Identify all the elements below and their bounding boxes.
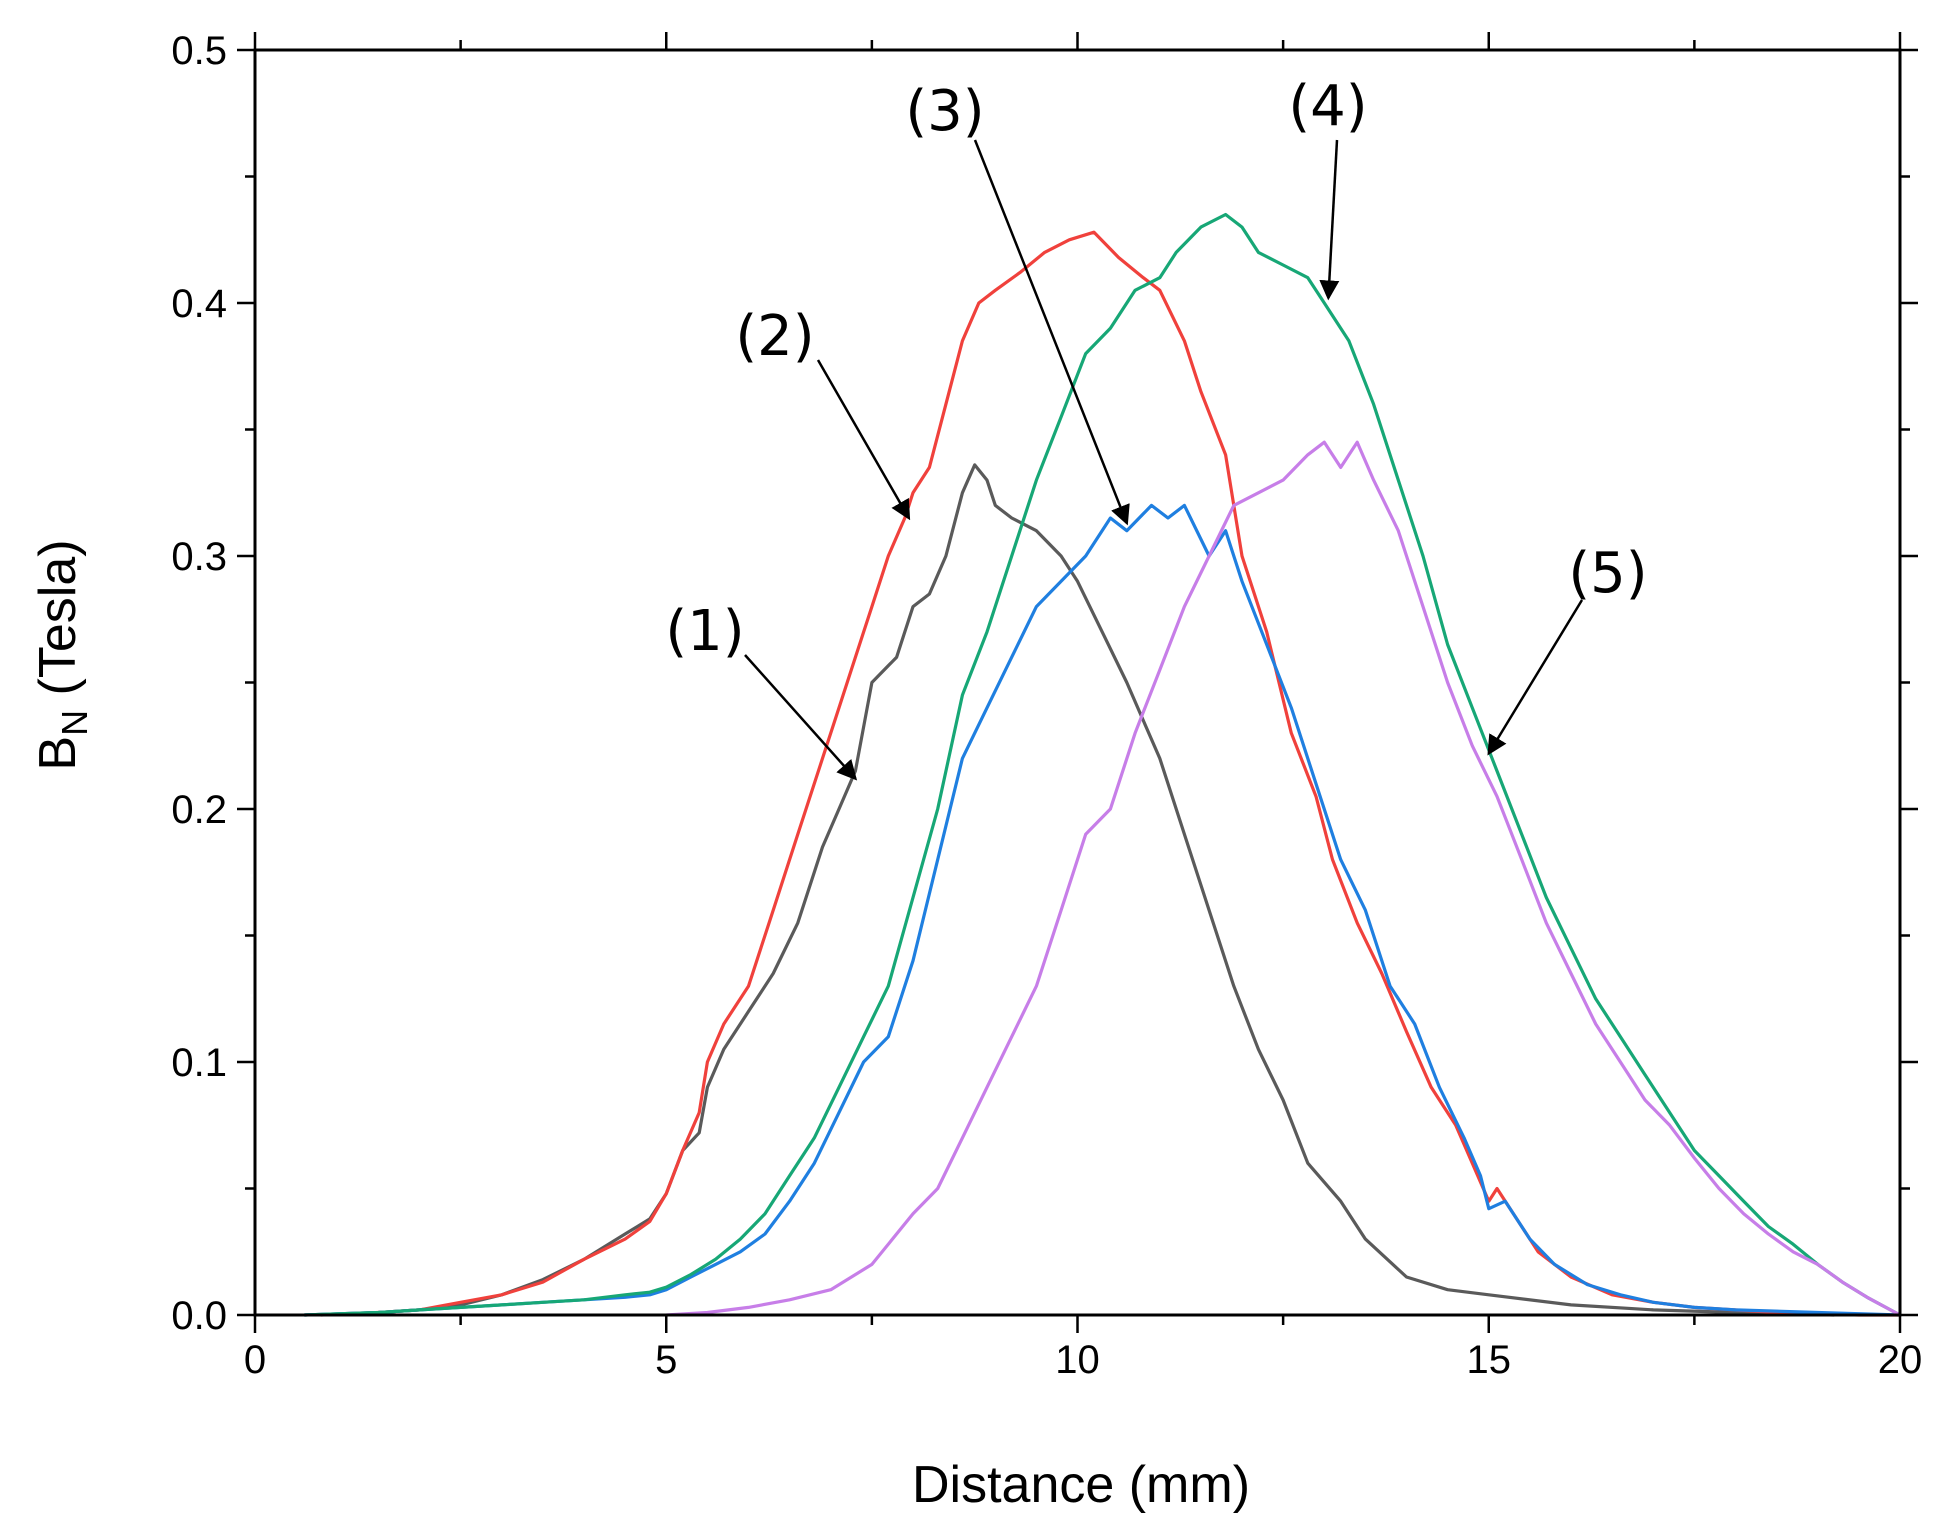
x-axis-title: Distance (mm) — [912, 1456, 1250, 1514]
y-tick-label: 0.2 — [171, 788, 227, 832]
y-axis-title-subscript: N — [54, 710, 95, 736]
series-line-3 — [304, 503, 1901, 1317]
x-tick-label: 15 — [1467, 1338, 1512, 1382]
annotation-arrow-3 — [973, 139, 1130, 526]
y-tick-label: 0.5 — [171, 29, 227, 73]
plot-frame — [253, 48, 1902, 1317]
y-axis-title-main: B — [29, 736, 87, 771]
annotation-arrow-2 — [816, 359, 911, 521]
y-tick-label: 0.1 — [171, 1041, 227, 1085]
annotation-arrow-1 — [744, 654, 858, 781]
y-tick-label: 0.4 — [171, 282, 227, 326]
annotation-layer: (1) (2) (3) (4) (5) — [665, 74, 1648, 781]
x-tick-label: 0 — [244, 1338, 266, 1382]
annotation-label-5: (5) — [1568, 541, 1647, 606]
series-line-4 — [304, 212, 1901, 1317]
x-tick-label: 20 — [1878, 1338, 1923, 1382]
y-axis-title-unit: (Tesla) — [29, 539, 87, 709]
x-tick-label: 5 — [655, 1338, 677, 1382]
annotation-arrow-4 — [1319, 139, 1340, 301]
annotation-label-4: (4) — [1288, 74, 1367, 139]
y-tick-label: 0.0 — [171, 1294, 227, 1338]
annotation-label-3: (3) — [905, 79, 984, 144]
annotation-arrow-5 — [1487, 599, 1584, 756]
axes-layer: 0 5 10 15 20 0.0 0.1 0.2 0.3 0.4 0.5 — [171, 29, 1922, 1382]
y-axis-title: BN (Tesla) — [29, 539, 95, 770]
series-layer — [304, 212, 1901, 1317]
series-line-5 — [666, 440, 1901, 1317]
x-tick-label: 10 — [1055, 1338, 1100, 1382]
y-tick-label: 0.3 — [171, 535, 227, 579]
series-line-2 — [320, 230, 1900, 1317]
annotation-label-1: (1) — [665, 599, 744, 664]
annotation-label-2: (2) — [735, 304, 814, 369]
